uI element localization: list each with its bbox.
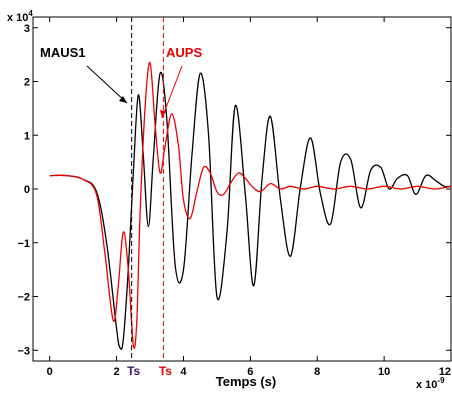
x-tick-label: 10 — [378, 366, 390, 378]
x-tick-label: 2 — [114, 366, 120, 378]
maus1-label: MAUS1 — [40, 45, 86, 60]
series-2-line-aups — [49, 62, 451, 349]
y-exponent-label: x 104 — [7, 9, 33, 24]
y-tick-label: 1 — [24, 130, 30, 142]
y-tick-label: 2 — [24, 77, 30, 89]
y-tick-label: 0 — [24, 184, 30, 196]
aups-arrow-head — [160, 110, 166, 118]
aups-label: AUPS — [166, 45, 202, 60]
y-tick-label: −2 — [17, 292, 30, 304]
x-tick-label: 4 — [180, 366, 187, 378]
x-tick-label: 6 — [247, 366, 253, 378]
x-axis-label: Temps (s) — [216, 374, 276, 389]
x-tick-label: 0 — [47, 366, 53, 378]
x-exponent: -9 — [437, 376, 445, 385]
x-exponent-label: x 10-9 — [416, 376, 445, 391]
y-tick-label: −3 — [17, 345, 30, 357]
aups-arrow-line — [161, 65, 183, 119]
x-tick-label: 8 — [314, 366, 320, 378]
y-tick-label: 3 — [24, 23, 30, 35]
y-exponent: 4 — [28, 9, 33, 18]
ts-maus1-label: Ts — [127, 364, 140, 378]
ts-aups-label: Ts — [159, 364, 172, 378]
x-tick-label: 12 — [439, 366, 451, 378]
maus1-arrow-head — [119, 96, 127, 103]
y-tick-label: −1 — [17, 238, 30, 250]
maus1-arrow-line — [86, 65, 128, 104]
